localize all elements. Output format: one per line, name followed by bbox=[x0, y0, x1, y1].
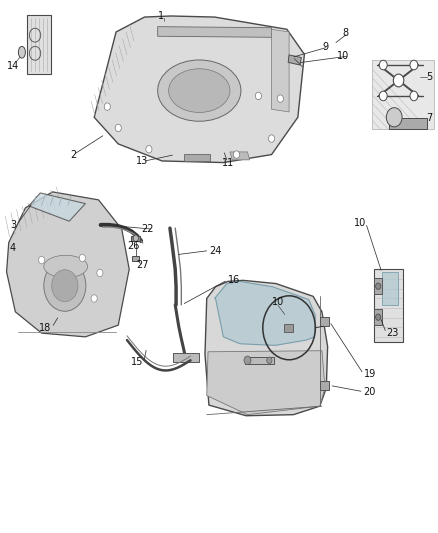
Text: 8: 8 bbox=[342, 28, 348, 38]
Circle shape bbox=[379, 60, 387, 70]
Polygon shape bbox=[230, 152, 250, 160]
Text: 22: 22 bbox=[141, 224, 153, 234]
Text: 26: 26 bbox=[127, 241, 140, 251]
Circle shape bbox=[233, 151, 240, 158]
Circle shape bbox=[44, 260, 86, 311]
Text: 18: 18 bbox=[39, 323, 52, 333]
Circle shape bbox=[133, 235, 138, 241]
Text: 3: 3 bbox=[11, 220, 17, 230]
Polygon shape bbox=[7, 192, 129, 337]
Circle shape bbox=[410, 60, 418, 70]
Polygon shape bbox=[131, 236, 140, 241]
Circle shape bbox=[268, 135, 275, 142]
Polygon shape bbox=[320, 317, 329, 326]
Circle shape bbox=[267, 357, 272, 364]
Circle shape bbox=[91, 295, 97, 302]
Circle shape bbox=[146, 146, 152, 153]
Text: 9: 9 bbox=[322, 42, 328, 52]
Polygon shape bbox=[320, 381, 329, 390]
Circle shape bbox=[52, 270, 78, 302]
Circle shape bbox=[410, 91, 418, 101]
Polygon shape bbox=[284, 324, 293, 332]
Ellipse shape bbox=[18, 46, 25, 58]
Text: 24: 24 bbox=[209, 246, 222, 255]
Polygon shape bbox=[184, 154, 210, 161]
Text: 10: 10 bbox=[337, 51, 350, 61]
Text: 16: 16 bbox=[228, 275, 240, 285]
Text: 27: 27 bbox=[136, 261, 148, 270]
Polygon shape bbox=[372, 60, 434, 129]
Polygon shape bbox=[382, 272, 398, 305]
Circle shape bbox=[115, 124, 121, 132]
Text: 19: 19 bbox=[364, 369, 376, 379]
Text: 1: 1 bbox=[158, 11, 164, 21]
Polygon shape bbox=[374, 269, 403, 342]
Circle shape bbox=[376, 283, 381, 289]
Text: 13: 13 bbox=[136, 157, 148, 166]
Text: 7: 7 bbox=[426, 114, 432, 123]
Text: 10: 10 bbox=[272, 297, 284, 307]
Circle shape bbox=[97, 269, 103, 277]
Text: 11: 11 bbox=[222, 158, 234, 167]
Polygon shape bbox=[215, 281, 315, 345]
Polygon shape bbox=[245, 357, 274, 364]
Text: 15: 15 bbox=[131, 358, 144, 367]
Circle shape bbox=[255, 92, 261, 100]
Circle shape bbox=[277, 95, 283, 102]
Text: 5: 5 bbox=[426, 72, 432, 82]
Circle shape bbox=[79, 254, 85, 262]
Polygon shape bbox=[374, 278, 382, 294]
Text: 10: 10 bbox=[353, 218, 366, 228]
Circle shape bbox=[393, 74, 404, 87]
Polygon shape bbox=[158, 27, 272, 37]
Circle shape bbox=[376, 314, 381, 320]
Circle shape bbox=[386, 108, 402, 127]
Polygon shape bbox=[94, 16, 304, 163]
Polygon shape bbox=[27, 15, 51, 74]
Circle shape bbox=[244, 356, 251, 365]
Ellipse shape bbox=[44, 255, 88, 278]
Text: 23: 23 bbox=[386, 328, 399, 338]
Polygon shape bbox=[28, 193, 85, 221]
Polygon shape bbox=[374, 309, 382, 325]
Ellipse shape bbox=[158, 60, 241, 122]
Polygon shape bbox=[132, 256, 139, 261]
Polygon shape bbox=[207, 351, 325, 415]
Polygon shape bbox=[288, 55, 301, 65]
Polygon shape bbox=[272, 29, 289, 112]
Circle shape bbox=[104, 103, 110, 110]
Text: 4: 4 bbox=[10, 243, 16, 253]
Text: 14: 14 bbox=[7, 61, 19, 70]
Polygon shape bbox=[173, 353, 199, 362]
Text: 20: 20 bbox=[364, 387, 376, 397]
Polygon shape bbox=[205, 280, 328, 416]
Polygon shape bbox=[389, 118, 427, 129]
Text: 2: 2 bbox=[71, 150, 77, 159]
Circle shape bbox=[379, 91, 387, 101]
Ellipse shape bbox=[169, 69, 230, 112]
Circle shape bbox=[39, 256, 45, 264]
